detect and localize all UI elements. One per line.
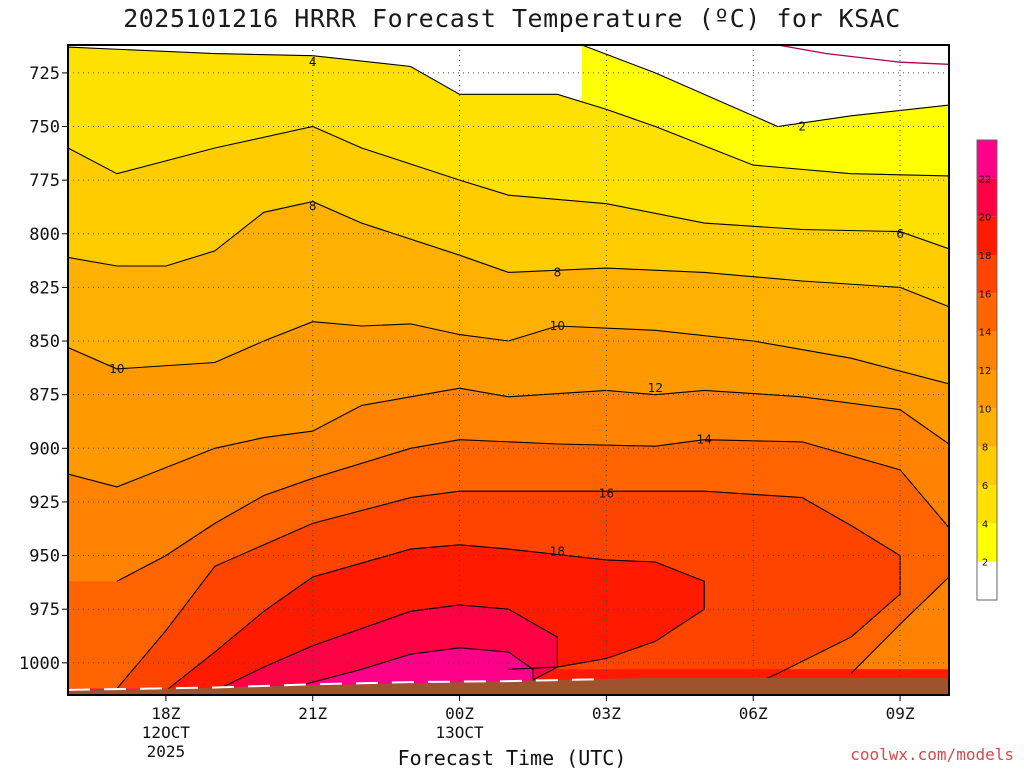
x-tick-label: 18Z	[151, 704, 180, 723]
x-tick-label: 09Z	[886, 704, 915, 723]
contour-label: 8	[554, 265, 562, 279]
colorbar-label: 14	[979, 328, 992, 339]
isotherm-18	[165, 544, 705, 692]
contour-label: 6	[896, 227, 904, 241]
y-tick-label: 850	[29, 332, 60, 352]
colorbar-swatch	[977, 523, 997, 562]
colorbar-label: 8	[982, 443, 988, 454]
y-tick-label: 950	[29, 547, 60, 567]
colorbar-label: 12	[979, 366, 992, 377]
colorbar-swatch	[977, 178, 997, 217]
contour-label: 12	[648, 381, 663, 395]
x-tick-label: 13OCT	[435, 723, 484, 742]
isotherm-6	[68, 125, 949, 250]
colorbar-swatch	[977, 293, 997, 332]
x-tick-label: 06Z	[739, 704, 768, 723]
colorbar-swatch	[977, 140, 997, 179]
colorbar-label: 6	[982, 481, 988, 492]
y-tick-label: 975	[29, 600, 60, 620]
isotherm-16	[116, 490, 901, 689]
colorbar-swatch	[977, 485, 997, 524]
x-tick-label: 03Z	[592, 704, 621, 723]
x-tick-label: 12OCT	[142, 723, 191, 742]
contour-label: 8	[309, 199, 317, 213]
colorbar-swatch	[977, 216, 997, 255]
isotherm-4	[68, 46, 949, 177]
terrain	[68, 677, 949, 695]
credit-text: coolwx.com/models	[850, 745, 1014, 764]
colorbar-swatch	[977, 408, 997, 447]
colorbar: 2 4 6 8 10 12 14 16 18 20 22	[976, 139, 998, 601]
colorbar-swatch	[977, 331, 997, 370]
isotherm-0	[777, 45, 949, 65]
surface-line	[68, 678, 607, 691]
y-tick-label: 925	[29, 493, 60, 513]
x-axis-title: Forecast Time (UTC)	[397, 746, 627, 770]
colorbar-swatch	[977, 370, 997, 409]
y-tick-label: 775	[29, 171, 60, 191]
contour-label: 10	[550, 319, 565, 333]
contour-label: 18	[550, 544, 565, 558]
band-20	[68, 604, 949, 695]
y-tick-label: 750	[29, 118, 60, 138]
contour-label: 16	[599, 486, 614, 500]
isotherm-20	[214, 604, 558, 692]
colorbar-swatch	[977, 255, 997, 294]
plot-frame	[67, 44, 950, 696]
y-tick-label: 825	[29, 278, 60, 298]
isotherm-12	[68, 387, 949, 488]
x-tick-label: 2025	[147, 742, 186, 761]
y-tick-label: 800	[29, 225, 60, 245]
y-tick-label: 900	[29, 439, 60, 459]
colorbar-label: 22	[979, 174, 992, 185]
contour-label: 2	[798, 120, 806, 134]
colorbar-frame	[976, 139, 998, 601]
colorbar-label: 20	[979, 213, 992, 224]
colorbar-swatch	[977, 561, 997, 600]
y-tick-label: 1000	[19, 654, 60, 674]
colorbar-label: 2	[982, 558, 988, 569]
x-tick-label: 21Z	[298, 704, 327, 723]
y-tick-label: 875	[29, 386, 60, 406]
chart-title: 2025101216 HRRR Forecast Temperature (ºC…	[123, 4, 901, 33]
isotherm-8	[68, 201, 949, 308]
colorbar-label: 10	[979, 404, 992, 415]
band-22	[68, 647, 949, 695]
colorbar-label: 18	[979, 251, 992, 262]
isotherm-22	[288, 647, 534, 690]
y-tick-label: 725	[29, 64, 60, 84]
contour-label: 10	[109, 362, 124, 376]
contour-label: 4	[309, 55, 317, 69]
x-tick-label: 00Z	[445, 704, 474, 723]
contour-label: 14	[697, 433, 712, 447]
colorbar-swatch	[977, 446, 997, 485]
isotherm-10	[68, 321, 949, 385]
colorbar-label: 4	[982, 519, 988, 530]
colorbar-label: 16	[979, 289, 992, 300]
